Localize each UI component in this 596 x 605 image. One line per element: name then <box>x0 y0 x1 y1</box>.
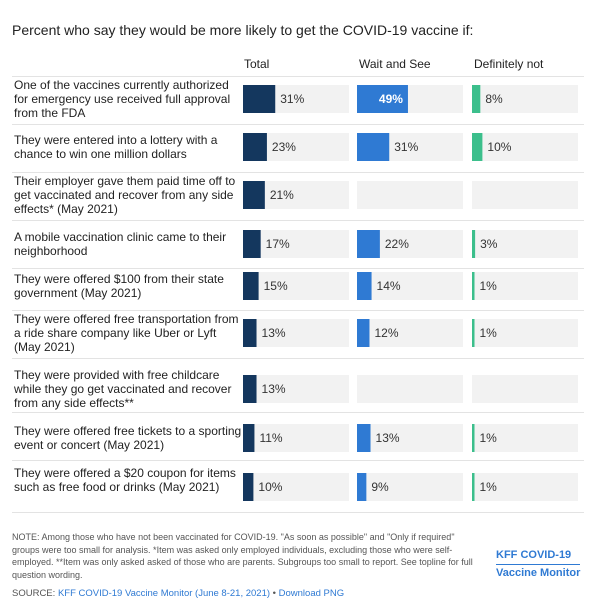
bar-track-definitely-not <box>472 375 578 403</box>
row-label: One of the vaccines currently authorized… <box>14 78 231 120</box>
bar-track-wait-and-see <box>357 473 463 501</box>
bar-total <box>243 230 261 258</box>
row-label: Their employer gave them paid time off t… <box>14 174 236 216</box>
row-label: They were offered free tickets to a spor… <box>14 424 242 452</box>
data-label-definitely-not: 1% <box>480 480 498 494</box>
bar-track-total <box>243 272 349 300</box>
column-header-definitely-not: Definitely not <box>474 57 544 71</box>
data-label-wait-and-see: 14% <box>377 279 401 293</box>
bar-track-definitely-not <box>472 473 578 501</box>
chart-title: Percent who say they would be more likel… <box>12 22 474 38</box>
bar-track-wait-and-see <box>357 181 463 209</box>
kff-logo: KFF COVID-19 Vaccine Monitor <box>496 548 581 581</box>
row-label: They were offered a $20 coupon for items… <box>14 466 236 494</box>
data-label-wait-and-see: 49% <box>379 92 403 106</box>
column-header-total: Total <box>244 57 270 71</box>
bar-track-total <box>243 424 349 452</box>
logo-line-2: Vaccine Monitor <box>496 564 581 581</box>
bar-track-wait-and-see <box>357 272 463 300</box>
bar-track-total <box>243 375 349 403</box>
bar-definitely-not <box>472 230 476 258</box>
bar-chart: 31% 23% 21% 17% 15% 13% 13% 11% 10% 49% 31% 22% 14% 1… <box>12 76 584 513</box>
logo-line-1: KFF COVID-19 <box>496 549 572 561</box>
bar-wait-and-see <box>357 85 408 113</box>
source-separator: • <box>270 588 279 599</box>
bar-wait-and-see <box>357 473 367 501</box>
bar-total <box>243 375 257 403</box>
data-label-definitely-not: 1% <box>480 279 498 293</box>
bar-track-definitely-not <box>472 272 578 300</box>
bar-track-definitely-not <box>472 181 578 209</box>
bar-track-wait-and-see <box>357 319 463 347</box>
source-prefix: SOURCE: <box>12 588 58 599</box>
data-label-total: 11% <box>259 431 282 445</box>
bar-definitely-not <box>472 272 475 300</box>
bar-track-wait-and-see <box>357 375 463 403</box>
bar-track-wait-and-see <box>357 424 463 452</box>
row-label: They were offered $100 from their state … <box>14 272 224 300</box>
bar-total <box>243 473 254 501</box>
data-label-definitely-not: 3% <box>480 237 498 251</box>
data-label-wait-and-see: 9% <box>371 480 389 494</box>
source-link[interactable]: KFF COVID-19 Vaccine Monitor (June 8-21,… <box>57 588 271 599</box>
data-label-total: 13% <box>262 382 286 396</box>
bar-track-definitely-not <box>472 133 578 161</box>
data-label-total: 21% <box>270 188 294 202</box>
data-label-total: 13% <box>262 326 286 340</box>
bar-track-definitely-not <box>472 319 578 347</box>
bar-definitely-not <box>472 85 481 113</box>
bar-definitely-not <box>472 424 475 452</box>
bar-wait-and-see <box>357 424 371 452</box>
data-label-definitely-not: 10% <box>487 140 511 154</box>
row-label: A mobile vaccination clinic came to thei… <box>14 230 227 258</box>
data-label-total: 23% <box>272 140 296 154</box>
data-label-wait-and-see: 13% <box>376 431 400 445</box>
bar-track-definitely-not <box>472 424 578 452</box>
column-header-wait-and-see: Wait and See <box>359 57 431 71</box>
footnote: NOTE: Among those who have not been vacc… <box>12 532 473 580</box>
data-label-total: 31% <box>280 92 304 106</box>
data-label-total: 17% <box>266 237 290 251</box>
bar-track-definitely-not <box>472 85 578 113</box>
bar-total <box>243 319 257 347</box>
bar-wait-and-see <box>357 230 380 258</box>
bar-total <box>243 181 265 209</box>
bar-total <box>243 424 255 452</box>
data-label-definitely-not: 8% <box>485 92 503 106</box>
bar-track-definitely-not <box>472 230 578 258</box>
bar-track-total <box>243 319 349 347</box>
download-png-link[interactable]: Download PNG <box>278 588 345 599</box>
bar-track-total <box>243 473 349 501</box>
source-line: SOURCE: KFF COVID-19 Vaccine Monitor (Ju… <box>12 588 344 599</box>
bar-wait-and-see <box>357 319 370 347</box>
bar-total <box>243 272 259 300</box>
data-label-wait-and-see: 12% <box>374 326 398 340</box>
bar-total <box>243 133 267 161</box>
data-label-total: 10% <box>258 480 282 494</box>
data-label-definitely-not: 1% <box>480 326 498 340</box>
data-label-wait-and-see: 22% <box>385 237 409 251</box>
data-label-definitely-not: 1% <box>480 431 498 445</box>
bar-definitely-not <box>472 133 483 161</box>
bar-definitely-not <box>472 473 475 501</box>
data-label-wait-and-see: 31% <box>394 140 418 154</box>
bar-definitely-not <box>472 319 475 347</box>
row-label: They were provided with free childcare w… <box>14 368 232 410</box>
data-label-total: 15% <box>264 279 288 293</box>
row-label: They were entered into a lottery with a … <box>14 133 218 161</box>
bar-wait-and-see <box>357 272 372 300</box>
bar-wait-and-see <box>357 133 390 161</box>
row-label: They were offered free transportation fr… <box>14 312 239 354</box>
bar-total <box>243 85 276 113</box>
